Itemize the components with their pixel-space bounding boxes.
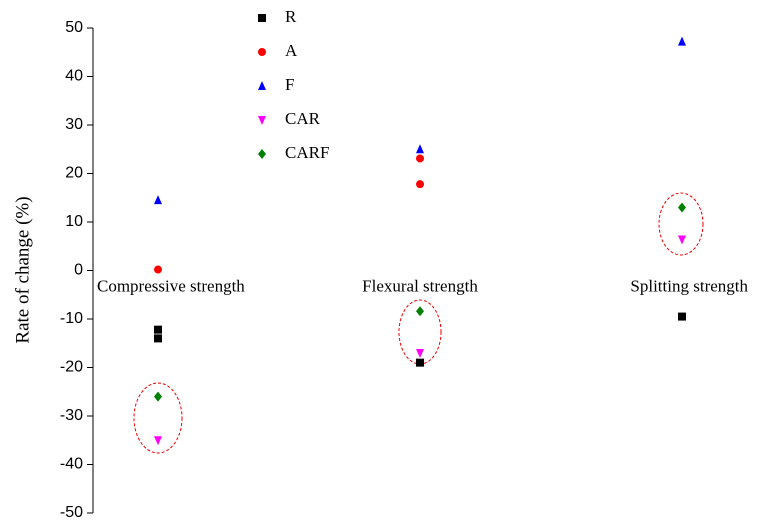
y-tick-label: -50 [60,504,83,521]
data-point [154,325,162,334]
y-tick-label: 10 [65,213,83,230]
data-point [416,348,424,358]
y-tick-label: 40 [65,68,83,85]
category-label: Compressive strength [97,276,245,295]
data-point [154,195,162,205]
data-point [416,154,424,163]
y-axis-label: Rate of change (%) [12,196,33,343]
data-point [678,235,686,245]
data-point [154,391,162,402]
y-tick-label: 0 [74,262,83,279]
data-point [416,358,424,367]
data-point [154,436,162,446]
legend-marker [258,149,266,159]
data-point [154,265,162,274]
y-tick-label: -20 [60,359,83,376]
category-label: Splitting strength [630,276,748,295]
data-point [154,334,162,343]
legend-label: CAR [285,109,321,128]
y-tick-label: -10 [60,310,83,327]
data-point [416,306,424,317]
legend-label: A [285,41,298,60]
data-point [678,202,686,213]
data-point [416,180,424,189]
legend-marker [258,81,266,90]
y-tick-label: 50 [65,19,83,36]
legend-marker [258,116,266,125]
highlight-ellipse [658,192,704,256]
legend-marker [258,14,266,22]
legend-label: R [285,7,297,26]
legend-label: F [285,75,294,94]
legend-marker [258,48,266,56]
highlight-ellipse [133,382,183,454]
y-tick-label: 20 [65,165,83,182]
y-tick-label: -30 [60,407,83,424]
data-point [678,36,686,46]
y-tick-label: -40 [60,456,83,473]
data-point [416,144,424,154]
category-label: Flexural strength [362,276,478,295]
y-tick-label: 30 [65,116,83,133]
legend-label: CARF [285,143,329,162]
data-point [678,312,686,321]
